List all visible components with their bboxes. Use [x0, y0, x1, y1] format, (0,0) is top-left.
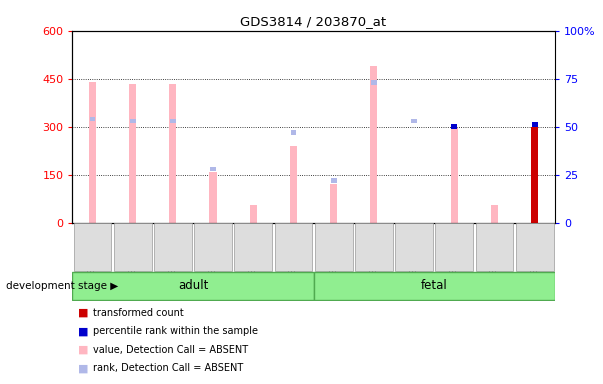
Bar: [72, 271, 314, 300]
Title: GDS3814 / 203870_at: GDS3814 / 203870_at: [241, 15, 387, 28]
Bar: [452, 124, 457, 129]
Bar: [371, 80, 377, 85]
Text: transformed count: transformed count: [93, 308, 184, 318]
FancyBboxPatch shape: [355, 223, 393, 271]
Bar: [314, 271, 555, 300]
Bar: [209, 172, 216, 223]
Bar: [90, 117, 95, 121]
Bar: [450, 128, 458, 223]
Text: ■: ■: [78, 326, 89, 336]
FancyBboxPatch shape: [74, 223, 112, 271]
Text: rank, Detection Call = ABSENT: rank, Detection Call = ABSENT: [93, 363, 244, 373]
FancyBboxPatch shape: [274, 223, 312, 271]
Bar: [210, 167, 216, 171]
FancyBboxPatch shape: [114, 223, 151, 271]
Bar: [169, 84, 177, 223]
Bar: [370, 66, 377, 223]
Text: ■: ■: [78, 363, 89, 373]
FancyBboxPatch shape: [154, 223, 192, 271]
FancyBboxPatch shape: [395, 223, 433, 271]
Text: percentile rank within the sample: percentile rank within the sample: [93, 326, 259, 336]
Text: value, Detection Call = ABSENT: value, Detection Call = ABSENT: [93, 345, 248, 355]
Text: ■: ■: [78, 345, 89, 355]
FancyBboxPatch shape: [476, 223, 513, 271]
FancyBboxPatch shape: [315, 223, 353, 271]
Bar: [330, 184, 337, 223]
FancyBboxPatch shape: [235, 223, 272, 271]
Bar: [291, 130, 296, 135]
Bar: [170, 119, 175, 123]
Bar: [531, 127, 538, 223]
FancyBboxPatch shape: [435, 223, 473, 271]
Bar: [290, 146, 297, 223]
Bar: [129, 84, 136, 223]
FancyBboxPatch shape: [516, 223, 554, 271]
Bar: [89, 82, 96, 223]
FancyBboxPatch shape: [194, 223, 232, 271]
Bar: [532, 122, 537, 127]
Bar: [130, 119, 136, 123]
Text: ■: ■: [78, 308, 89, 318]
Bar: [491, 205, 498, 223]
Bar: [411, 119, 417, 123]
Bar: [331, 178, 336, 183]
Text: fetal: fetal: [421, 278, 447, 291]
Text: development stage ▶: development stage ▶: [6, 281, 118, 291]
Text: adult: adult: [178, 278, 208, 291]
Bar: [250, 205, 257, 223]
